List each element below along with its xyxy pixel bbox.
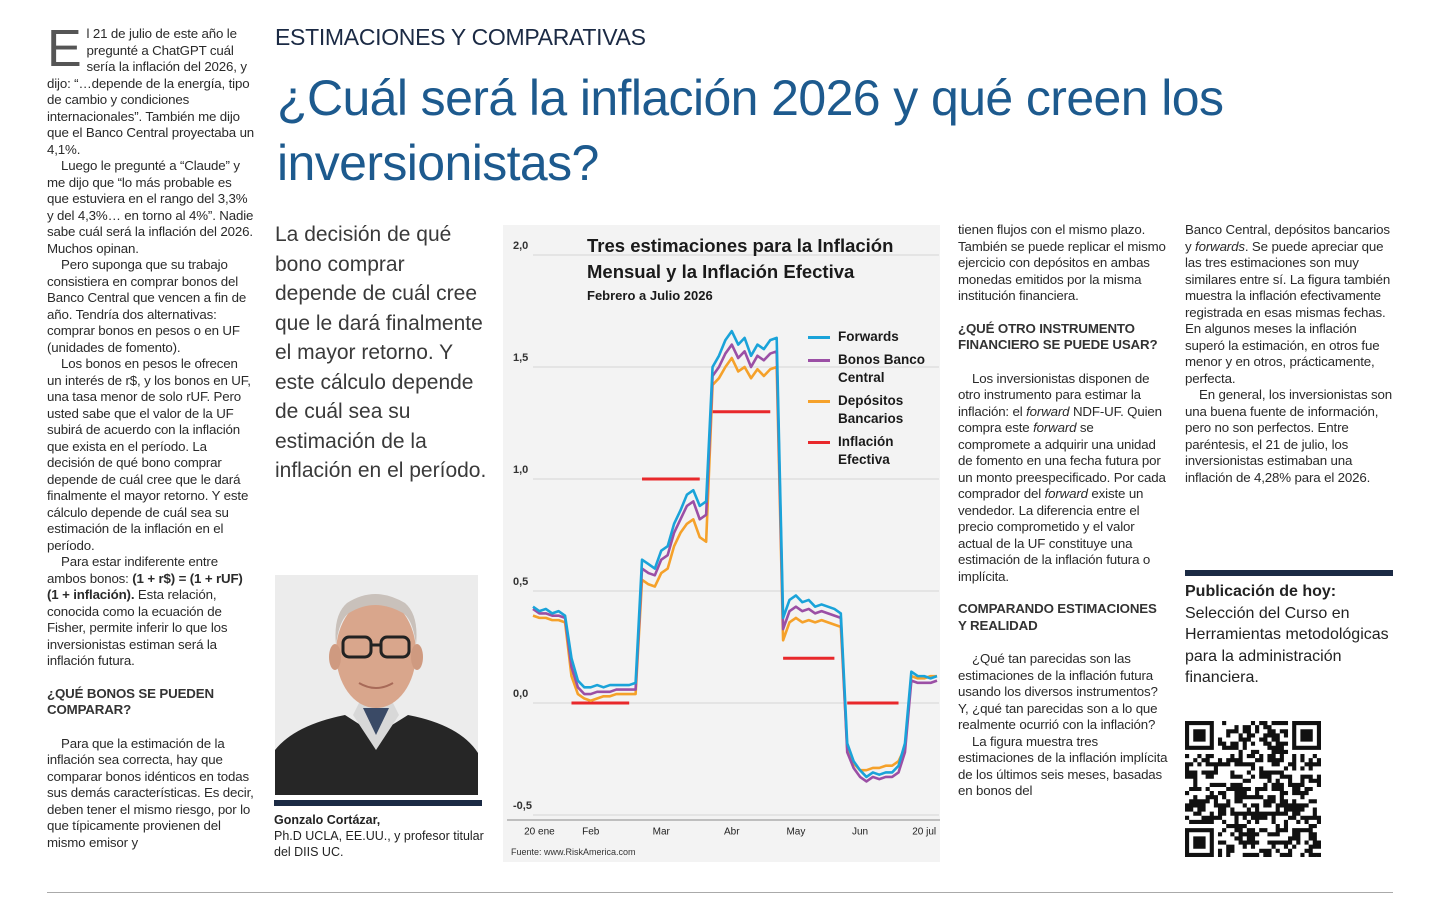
legend-swatch (808, 336, 830, 339)
text: Los bonos en pesos le ofrecen un interés… (47, 356, 251, 553)
x-tick-label: May (786, 827, 805, 838)
paragraph: En general, los inversionistas son una b… (1185, 387, 1395, 486)
legend-label: Inflación Efectiva (838, 434, 894, 467)
chart-source: Fuente: www.RiskAmerica.com (511, 847, 636, 857)
text-column: tienen flujos con el mismo plazo. Tambié… (958, 222, 1168, 867)
headline: ¿Cuál será la inflación 2026 y qué creen… (277, 70, 1224, 191)
series-line (532, 356, 937, 772)
text: Luego le pregunté a “Claude” y me dijo q… (47, 158, 254, 256)
drop-cap: E (47, 26, 82, 78)
text-run: forward (1026, 403, 1070, 419)
chart-title: Tres estimaciones para la Inflación Mens… (587, 235, 894, 282)
legend-item: Inflación Efectiva (808, 433, 933, 469)
paragraph: tienen flujos con el mismo plazo. Tambié… (958, 222, 1168, 305)
y-tick-label: 0,0 (513, 688, 528, 700)
author-name: Gonzalo Cortázar, (274, 813, 381, 827)
text: l 21 de julio de este año le pregunté a … (47, 26, 255, 157)
text: ¿QUÉ BONOS SE PUEDEN COMPARAR? (47, 685, 214, 718)
qr-modules (1185, 721, 1321, 857)
y-tick-label: 1,0 (513, 464, 528, 476)
text-run: forward (1033, 420, 1077, 435)
promo-text: Selección del Curso en Herramientas meto… (1185, 604, 1389, 687)
legend: Forwards Bonos Banco Central Depósitos Ban… (808, 328, 933, 474)
promo-rule (1185, 570, 1393, 576)
text: La figura muestra tres estimaciones de l… (958, 733, 1168, 799)
y-tick-label: 1,5 (513, 352, 528, 364)
x-tick-label: Abr (724, 827, 740, 838)
subheading: ¿QUÉ BONOS SE PUEDEN COMPARAR? (47, 686, 255, 719)
text: tienen flujos con el mismo plazo. Tambié… (958, 222, 1166, 303)
text: ¿Qué tan parecidas son las estimaciones … (958, 651, 1158, 732)
subheading: COMPARANDO ESTIMACIONES Y REALIDAD (958, 601, 1168, 634)
x-tick-label: Jun (852, 827, 868, 838)
text-column: Banco Central, depósitos bancarios y for… (1185, 222, 1395, 542)
paragraph: Luego le pregunté a “Claude” y me dijo q… (47, 158, 255, 257)
legend-label: Depósitos Bancarios (838, 393, 904, 426)
text-run: se compromete a adquirir una unidad de f… (958, 420, 1166, 501)
x-tick-label: Feb (582, 827, 600, 838)
author-bio: Ph.D UCLA, EE.UU., y profesor titular de… (274, 829, 484, 859)
legend-swatch (808, 400, 830, 403)
qr-code (1185, 721, 1321, 857)
text: Pero suponga que su trabajo consistiera … (47, 257, 247, 355)
text-run: . Se puede apreciar que las tres estimac… (1185, 238, 1391, 386)
text: En general, los inversionistas son una b… (1185, 387, 1392, 485)
legend-swatch (808, 441, 830, 444)
y-tick-label: -0,5 (513, 800, 532, 812)
legend-label: Bonos Banco Central (838, 352, 926, 385)
y-tick-label: 0,5 (513, 576, 528, 588)
text: Para que la estimación de la inflación s… (47, 735, 254, 850)
author-credit: Gonzalo Cortázar, Ph.D UCLA, EE.UU., y p… (274, 812, 484, 860)
text-run: existe un vendedor. La diferencia entre … (958, 486, 1151, 584)
x-tick-label: 20 ene (524, 827, 555, 838)
text: COMPARANDO ESTIMACIONES Y REALIDAD (958, 601, 1157, 633)
text: ¿QUÉ OTRO INSTRUMENTO FINANCIERO SE PUED… (958, 320, 1158, 353)
paragraph: Los bonos en pesos le ofrecen un interés… (47, 356, 255, 554)
text-run: NDF-UF. Quien compra este (958, 403, 1162, 436)
series-line (532, 343, 938, 783)
x-tick-label: 20 jul (912, 827, 936, 838)
author-photo (275, 575, 478, 795)
text-run: Esta relación, conocida como la ecuación… (47, 587, 228, 668)
legend-item: Forwards (808, 328, 933, 346)
paragraph: Los inversionistas disponen de otro inst… (958, 371, 1168, 586)
series-line (571, 410, 899, 705)
photo-rule (274, 800, 482, 806)
series-line (532, 329, 938, 779)
x-tick-label: Mar (653, 827, 671, 838)
chart: 2,0 1,5 1,0 0,5 0,0 -0,5 20 ene Feb Mar Abr May Jun… (507, 240, 940, 838)
text-run: forwards (1195, 238, 1245, 254)
section-label: ESTIMACIONES Y COMPARATIVAS (275, 24, 646, 50)
legend-item: Bonos Banco Central (808, 351, 933, 387)
legend-swatch (808, 359, 830, 362)
promo-box: Publicación de hoy: Selección del Curso … (1185, 581, 1395, 689)
y-tick-label: 2,0 (513, 240, 528, 252)
text-run: Los inversionistas disponen de otro inst… (958, 370, 1150, 419)
paragraph: ¿Qué tan parecidas son las estimaciones … (958, 651, 1168, 734)
paragraph: Para que la estimación de la inflación s… (47, 736, 255, 852)
chart-subtitle: Febrero a Julio 2026 (587, 288, 713, 303)
paragraph: La figura muestra tres estimaciones de l… (958, 734, 1168, 800)
text-run: (1 + r$) = (1 + rUF) (1 + inflación). (47, 570, 243, 603)
text-run: forward (1044, 486, 1088, 501)
bottom-rule (47, 892, 1393, 893)
chart-box: 2,0 1,5 1,0 0,5 0,0 -0,5 20 ene Feb Mar Abr May Jun… (503, 225, 940, 862)
legend-item: Depósitos Bancarios (808, 392, 933, 428)
text-run: Banco Central, depósitos bancarios y (1185, 222, 1390, 254)
text-run: Para estar indiferente entre ambos bonos… (47, 554, 218, 586)
lead-text: La decisión de qué bono comprar depende … (275, 223, 487, 482)
legend-label: Forwards (838, 329, 899, 344)
paragraph: Pero suponga que su trabajo consistiera … (47, 257, 255, 356)
paragraph: Banco Central, depósitos bancarios y for… (1185, 222, 1395, 387)
paragraph: Para estar indiferente entre ambos bonos… (47, 554, 255, 670)
promo-title: Publicación de hoy: (1185, 583, 1337, 600)
subheading: ¿QUÉ OTRO INSTRUMENTO FINANCIERO SE PUED… (958, 321, 1168, 354)
